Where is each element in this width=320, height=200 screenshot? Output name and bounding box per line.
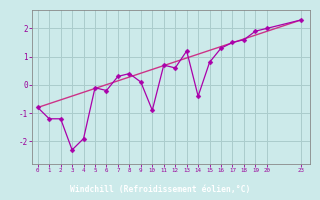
Text: Windchill (Refroidissement éolien,°C): Windchill (Refroidissement éolien,°C) (70, 185, 250, 194)
